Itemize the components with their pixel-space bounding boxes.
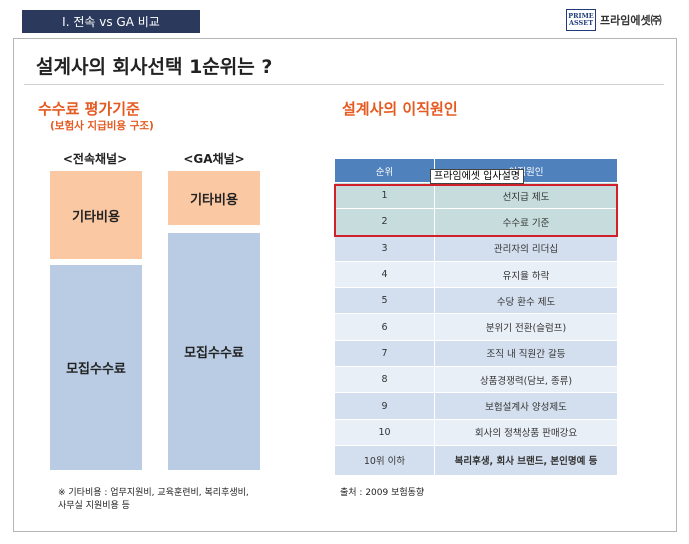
turnover-cause-heading: 설계사의 이직원인	[342, 100, 458, 118]
exclusive-channel-label: <전속채널>	[62, 152, 128, 166]
table-row: 8 상품경쟁력(담보, 종류)	[334, 366, 618, 394]
table-row: 10 회사의 정책상품 판매강요	[334, 418, 618, 446]
other-cost-footnote: ※ 기타비용 : 업무지원비, 교육훈련비, 복리후생비, 사무실 지원비용 등	[58, 488, 249, 512]
exclusive-other-cost-box: 기타비용	[50, 171, 142, 259]
table-row: 7 조직 내 직원간 갈등	[334, 339, 618, 368]
fee-criteria-subheading: (보험사 지급비용 구조)	[50, 120, 154, 132]
table-row: 6 분위기 전환(슬럼프)	[334, 313, 618, 341]
source-note: 출처 : 2009 보험동향	[340, 488, 425, 498]
table-row: 9 보험설계사 양성제도	[334, 392, 618, 420]
section-tab: I. 전속 vs GA 비교	[22, 10, 200, 33]
top-two-highlight-box	[334, 184, 618, 237]
title-divider	[24, 84, 664, 85]
logo-text: 프라임에셋㈜	[600, 14, 662, 27]
rank-column-header: 순위	[334, 158, 435, 183]
logo-mark-icon: PRIME ASSET	[566, 9, 596, 31]
ga-other-cost-box: 기타비용	[168, 171, 260, 225]
exclusive-recruit-fee-box: 모집수수료	[50, 265, 142, 470]
ga-channel-label: <GA채널>	[183, 152, 245, 166]
table-row: 3 관리자의 리더십	[334, 234, 618, 262]
ga-recruit-fee-box: 모집수수료	[168, 233, 260, 470]
page-title: 설계사의 회사선택 1순위는 ?	[36, 56, 273, 78]
fee-criteria-heading: 수수료 평가기준	[38, 100, 140, 118]
company-logo: PRIME ASSET 프라임에셋㈜	[566, 8, 662, 32]
tooltip: 프라임에셋 입사설명	[430, 169, 524, 184]
table-row: 4 유지율 하락	[334, 260, 618, 289]
table-row: 5 수당 환수 제도	[334, 287, 618, 315]
table-row: 10위 이하 복리후생, 회사 브랜드, 본인명예 등	[334, 444, 618, 476]
table-row: 1 선지급 제도	[334, 181, 618, 210]
